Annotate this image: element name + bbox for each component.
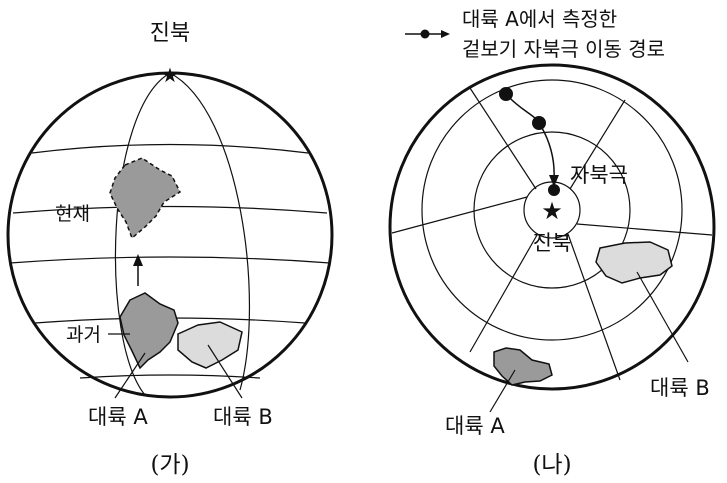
continent-b-globe-b <box>595 241 673 284</box>
continent-a-past <box>119 292 179 370</box>
globe-a-outline <box>6 71 334 399</box>
present-label: 현재 <box>55 203 90 225</box>
globe-b-latitude-circles <box>421 79 683 341</box>
continent-a-present <box>109 157 181 240</box>
legend-dot <box>420 29 430 39</box>
legend-line1: 대륙 A에서 측정한 <box>462 7 617 31</box>
continent-b-pointer-b <box>636 271 689 363</box>
globe-b-outline <box>388 63 716 391</box>
polar-wander-path <box>499 87 560 196</box>
continent-b-label-b: 대륙 B <box>650 376 710 400</box>
globe-b-north-star: ★ <box>541 199 563 225</box>
continent-a-label-b: 대륙 A <box>445 414 505 438</box>
past-label: 과거 <box>66 324 101 346</box>
globe-b: ★ 진북 자북극 대륙 B 대륙 A (나) <box>388 63 716 478</box>
pole-point-1 <box>499 87 513 101</box>
legend-arrowhead <box>441 30 450 38</box>
caption-b: (나) <box>532 452 571 478</box>
legend: 대륙 A에서 측정한 겉보기 자북극 이동 경로 <box>405 7 665 61</box>
continent-b-pointer <box>207 344 243 399</box>
globe-a-north-star: ★ <box>161 65 179 87</box>
globe-b-north-label: 진북 <box>533 231 572 255</box>
globe-a: ★ 진북 현재 과거 대륙 A 대륙 B (가) <box>6 21 334 478</box>
globe-b-meridians <box>391 87 713 381</box>
continent-a-label: 대륙 A <box>88 405 148 429</box>
continent-b-globe-a <box>177 321 243 369</box>
continent-a-pointer <box>114 352 146 399</box>
globe-a-longitude-lines <box>114 72 251 396</box>
pole-point-2 <box>532 116 546 130</box>
pole-point-3 <box>548 184 560 196</box>
migration-arrow <box>133 254 143 286</box>
caption-a: (가) <box>150 452 189 478</box>
magnetic-pole-label: 자북극 <box>570 163 628 187</box>
legend-line2: 겉보기 자북극 이동 경로 <box>462 37 665 61</box>
continent-b-label: 대륙 B <box>213 405 273 429</box>
globe-a-north-label: 진북 <box>150 21 190 46</box>
continent-a-globe-b <box>493 347 553 386</box>
continent-a-pointer-b <box>489 369 516 413</box>
